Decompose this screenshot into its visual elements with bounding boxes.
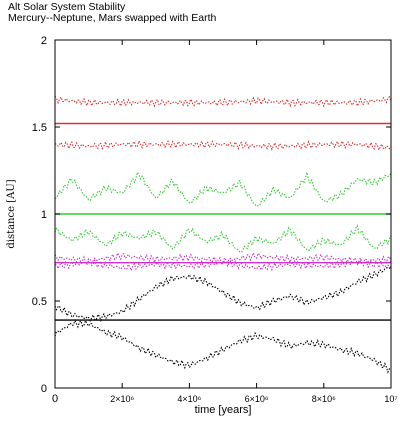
y-axis-ticks: 0 0.5 1 1.5 2 (32, 35, 391, 395)
x-tick-label: 6×10⁶ (245, 394, 269, 404)
chart-title: Alt Solar System StabilityMercury--Neptu… (8, 1, 216, 24)
chart-title-line-0: Alt Solar System Stability (8, 1, 126, 13)
series-line-10 (54, 265, 392, 323)
chart-title-line-1: Mercury--Neptune, Mars swapped with Eart… (8, 12, 216, 24)
series-line-11 (54, 319, 392, 374)
y-tick-label: 2 (41, 35, 47, 47)
x-tick-label: 10⁷ (384, 394, 397, 404)
x-tick-label: 0 (52, 393, 58, 405)
x-axis-label: time [years] (195, 404, 252, 416)
y-tick-label: 0.5 (32, 296, 47, 308)
series-line-5 (54, 224, 392, 253)
plot-series-group (54, 95, 392, 374)
y-tick-label: 1.5 (32, 122, 47, 134)
series-line-1 (54, 95, 392, 108)
x-tick-label: 2×10⁶ (110, 394, 134, 404)
x-axis-ticks: 0 2×10⁶ 4×10⁶ 6×10⁶ 8×10⁶ 10⁷ (52, 40, 398, 405)
y-tick-label: 0 (41, 383, 47, 395)
x-tick-label: 4×10⁶ (177, 394, 201, 404)
y-tick-label: 1 (41, 209, 47, 221)
x-tick-label: 8×10⁶ (312, 394, 336, 404)
series-line-7 (54, 251, 392, 266)
series-line-4 (54, 170, 392, 207)
series-line-8 (54, 258, 392, 272)
y-axis-label: distance [AU] (6, 179, 17, 248)
series-line-2 (54, 139, 392, 152)
